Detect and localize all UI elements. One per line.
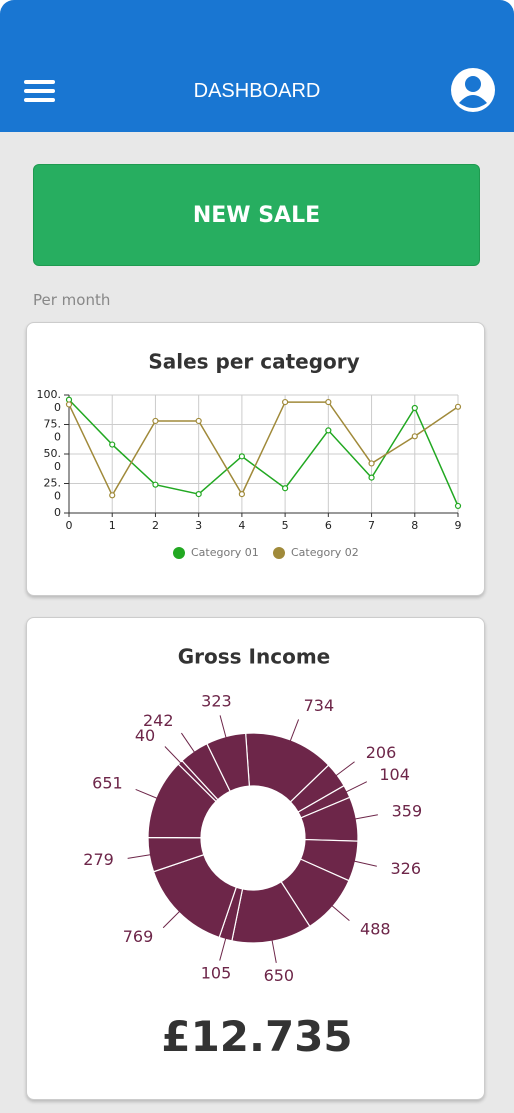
data-point bbox=[368, 460, 375, 467]
chart-title: Gross Income bbox=[178, 645, 330, 669]
leader-line bbox=[162, 909, 182, 929]
slice-label: 359 bbox=[392, 802, 423, 821]
leader-line bbox=[127, 853, 154, 859]
leader-line bbox=[164, 746, 184, 766]
data-point bbox=[325, 427, 332, 434]
donut-slice bbox=[206, 732, 251, 793]
chart-title: Sales per category bbox=[148, 350, 359, 374]
series-line bbox=[68, 401, 459, 497]
x-tick-label: 2 bbox=[152, 519, 159, 532]
x-tick-label: 3 bbox=[195, 519, 202, 532]
slice-label: 651 bbox=[92, 774, 123, 793]
slice-label: 769 bbox=[123, 927, 154, 946]
slice-label: 206 bbox=[366, 743, 397, 762]
slice-label: 242 bbox=[143, 711, 174, 730]
slice-label: 279 bbox=[83, 850, 114, 869]
slice-label: 650 bbox=[264, 966, 295, 985]
x-tick-label: 1 bbox=[109, 519, 116, 532]
leader-line bbox=[343, 781, 368, 794]
legend-label: Category 01 bbox=[191, 546, 259, 559]
data-point bbox=[454, 502, 462, 510]
slice-label: 323 bbox=[201, 691, 232, 710]
header-title: DASHBOARD bbox=[193, 80, 321, 102]
data-point bbox=[325, 398, 332, 406]
leader-line bbox=[219, 715, 228, 741]
data-point bbox=[282, 398, 289, 406]
leader-line bbox=[351, 859, 377, 867]
data-point bbox=[368, 474, 375, 481]
x-tick-label: 4 bbox=[238, 519, 245, 532]
data-point bbox=[454, 403, 462, 410]
data-point bbox=[411, 404, 418, 412]
x-tick-label: 0 bbox=[66, 519, 73, 532]
new-sale-button[interactable]: NEW SALE bbox=[33, 164, 480, 266]
y-tick-label: 25. 0 bbox=[44, 477, 62, 503]
leader-line bbox=[333, 761, 355, 778]
x-tick-label: 5 bbox=[282, 519, 289, 532]
data-point bbox=[282, 485, 289, 492]
leader-line bbox=[219, 935, 228, 961]
data-point bbox=[65, 401, 73, 408]
data-point bbox=[238, 453, 245, 460]
menu-icon[interactable] bbox=[24, 78, 56, 104]
section-label: Per month bbox=[33, 291, 111, 309]
leader-line bbox=[352, 814, 378, 821]
x-tick-label: 8 bbox=[411, 519, 418, 532]
leader-line bbox=[181, 732, 197, 755]
line-card bbox=[26, 322, 485, 596]
slice-label: 40 bbox=[135, 726, 155, 745]
total-income: £12.735 bbox=[161, 1012, 353, 1061]
x-tick-label: 9 bbox=[455, 519, 462, 532]
data-point bbox=[411, 433, 418, 440]
legend-label: Category 02 bbox=[291, 546, 359, 559]
header: DASHBOARD bbox=[0, 0, 514, 132]
data-point bbox=[152, 417, 159, 425]
x-tick-label: 6 bbox=[325, 519, 332, 532]
y-tick-label: 50. 0 bbox=[44, 447, 62, 473]
slice-label: 104 bbox=[379, 765, 410, 784]
series-line bbox=[68, 399, 459, 507]
y-tick-label: 100. 0 bbox=[37, 388, 62, 414]
leader-line bbox=[288, 719, 300, 744]
data-point bbox=[195, 491, 202, 498]
pie-card bbox=[26, 617, 485, 1100]
slice-label: 734 bbox=[304, 696, 335, 715]
data-point bbox=[152, 481, 159, 488]
y-tick-label: 0 bbox=[54, 506, 61, 519]
y-tick-label: 75. 0 bbox=[44, 418, 62, 444]
data-point bbox=[109, 492, 116, 499]
leader-line bbox=[329, 903, 350, 922]
slice-label: 105 bbox=[201, 964, 232, 983]
slice-label: 488 bbox=[360, 919, 391, 938]
data-point bbox=[238, 491, 245, 498]
profile-icon[interactable] bbox=[450, 67, 496, 113]
slice-label: 326 bbox=[390, 859, 421, 878]
data-point bbox=[195, 417, 202, 425]
data-point bbox=[109, 441, 116, 448]
legend-swatch bbox=[273, 547, 285, 559]
leader-line bbox=[271, 937, 277, 963]
legend-swatch bbox=[173, 547, 185, 559]
x-tick-label: 7 bbox=[368, 519, 375, 532]
leader-line bbox=[135, 788, 160, 800]
